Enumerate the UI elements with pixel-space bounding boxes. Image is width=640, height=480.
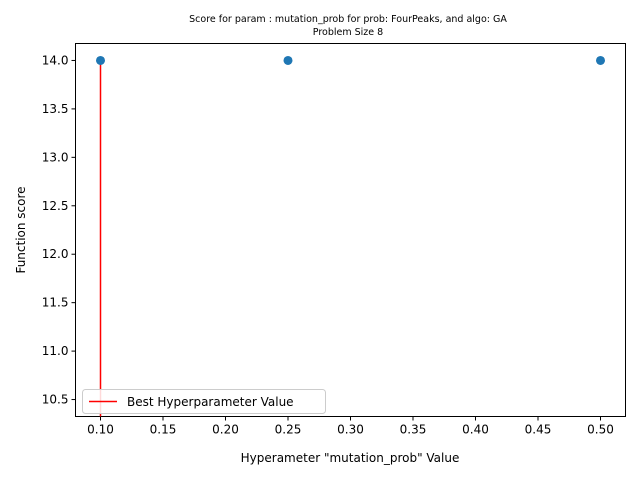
- x-tick-label: 0.35: [400, 423, 427, 437]
- x-tick-label: 0.10: [87, 423, 114, 437]
- chart-title: Score for param : mutation_prob for prob…: [189, 14, 507, 25]
- y-axis-ticks: 10.5 11.0 11.5 12.0 12.5 13.0 13.5 14.0: [42, 53, 76, 407]
- x-tick-label: 0.30: [337, 423, 364, 437]
- x-tick-label: 0.50: [587, 423, 614, 437]
- scatter-point: [96, 55, 105, 65]
- y-tick-label: 11.0: [42, 344, 69, 358]
- data-points: [96, 55, 605, 65]
- y-tick-label: 12.0: [42, 247, 69, 261]
- y-tick-label: 13.0: [42, 150, 69, 164]
- legend-label: Best Hyperparameter Value: [127, 395, 294, 409]
- x-tick-label: 0.25: [275, 423, 302, 437]
- x-tick-label: 0.15: [150, 423, 177, 437]
- y-axis-label: Function score: [14, 186, 28, 273]
- y-tick-label: 10.5: [42, 393, 69, 407]
- x-tick-label: 0.40: [462, 423, 489, 437]
- scatter-point: [596, 55, 605, 65]
- legend: Best Hyperparameter Value: [82, 389, 326, 414]
- chart-subtitle: Problem Size 8: [313, 27, 383, 38]
- x-tick-label: 0.45: [525, 423, 552, 437]
- y-tick-label: 13.5: [42, 102, 69, 116]
- x-axis-label: Hyperameter "mutation_prob" Value: [241, 451, 460, 465]
- legend-box: [82, 389, 326, 414]
- x-axis-ticks: 0.10 0.15 0.20 0.25 0.30 0.35 0.40 0.45 0.50: [87, 416, 614, 437]
- y-tick-label: 11.5: [42, 296, 69, 310]
- x-tick-label: 0.20: [212, 423, 239, 437]
- y-tick-label: 12.5: [42, 199, 69, 213]
- y-tick-label: 14.0: [42, 53, 69, 67]
- scatter-point: [283, 55, 293, 65]
